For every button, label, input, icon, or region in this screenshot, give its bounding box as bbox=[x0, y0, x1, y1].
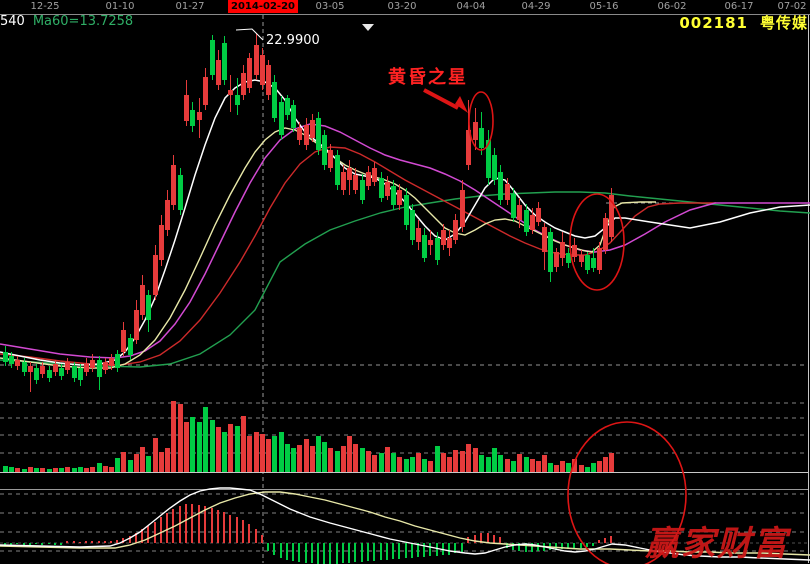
bottom-reversal-circle bbox=[569, 193, 625, 291]
date-label: 06-02 bbox=[657, 1, 687, 12]
date-label: 01-10 bbox=[105, 1, 135, 12]
date-label: 07-02 bbox=[777, 1, 807, 12]
evening-star-label: 黄昏之星 bbox=[388, 67, 468, 88]
annotations bbox=[235, 28, 687, 564]
ma-legend: 540 Ma60=13.7258 bbox=[0, 15, 133, 29]
ma-partial-value: 540 bbox=[0, 14, 25, 29]
date-label: 03-20 bbox=[387, 1, 417, 12]
ma60-value: Ma60=13.7258 bbox=[32, 14, 134, 29]
evening-star-circle bbox=[468, 91, 494, 151]
volume-bars bbox=[3, 401, 614, 472]
stock-code: 002181 bbox=[679, 14, 748, 32]
date-label: 05-16 bbox=[589, 1, 619, 12]
date-label: 01-27 bbox=[175, 1, 205, 12]
stock-name: 粤传媒 bbox=[759, 14, 808, 32]
macd-volume-circle bbox=[567, 421, 687, 564]
panel-frame bbox=[0, 15, 809, 563]
date-label-highlighted: 2014-02-20 bbox=[228, 0, 298, 13]
watermark: 赢家财富网 bbox=[645, 524, 789, 564]
date-label: 04-04 bbox=[456, 1, 486, 12]
gridlines bbox=[0, 202, 810, 552]
date-label: 12-25 bbox=[30, 1, 60, 12]
macd-lines bbox=[0, 487, 810, 561]
date-label: 03-05 bbox=[315, 1, 345, 12]
high-price-callout: 22.9900 bbox=[266, 33, 320, 48]
header-divider bbox=[0, 14, 810, 15]
date-axis: 12-25 01-10 01-27 2014-02-20 03-05 03-20 04-04… bbox=[0, 0, 810, 13]
stock-header: 002181 粤传媒 bbox=[679, 15, 808, 31]
candlesticks bbox=[3, 33, 614, 392]
date-label: 04-29 bbox=[521, 1, 551, 12]
date-label: 06-17 bbox=[724, 1, 754, 12]
evening-star-arrow bbox=[423, 88, 459, 110]
